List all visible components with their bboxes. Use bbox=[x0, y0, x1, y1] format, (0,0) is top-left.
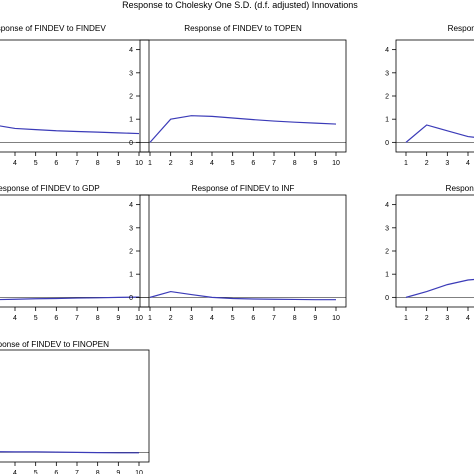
x-tick-label: 2 bbox=[169, 160, 173, 167]
x-tick-label: 3 bbox=[445, 315, 449, 322]
x-tick-label: 5 bbox=[34, 160, 38, 167]
y-tick-label: 0 bbox=[129, 295, 133, 302]
y-tick-label: 1 bbox=[129, 272, 133, 279]
panel-title: Response of FINDEV to TOPEN bbox=[184, 24, 302, 33]
x-tick-label: 1 bbox=[404, 160, 408, 167]
y-tick-label: 0 bbox=[129, 140, 133, 147]
x-tick-label: 6 bbox=[54, 160, 58, 167]
plot-frame bbox=[139, 39, 347, 153]
x-tick-label: 3 bbox=[189, 160, 193, 167]
y-tick-label: 2 bbox=[129, 249, 133, 256]
x-tick-label: 2 bbox=[425, 160, 429, 167]
plot-frame bbox=[395, 194, 474, 308]
panel-title: Response of FINDEV to FINOPEN bbox=[0, 340, 109, 349]
y-tick-label: 4 bbox=[129, 47, 133, 54]
irf-panel: Response of FINDEV to FINDEV012341234567… bbox=[0, 24, 150, 167]
plot-frame bbox=[0, 39, 150, 153]
x-tick-label: 9 bbox=[313, 315, 317, 322]
y-tick-label: 4 bbox=[129, 202, 133, 209]
x-tick-label: 9 bbox=[116, 160, 120, 167]
y-tick-label: 3 bbox=[129, 70, 133, 77]
response-line bbox=[0, 296, 140, 301]
x-tick-label: 4 bbox=[466, 315, 470, 322]
y-tick-label: 1 bbox=[385, 272, 389, 279]
x-tick-label: 6 bbox=[251, 315, 255, 322]
y-tick-label: 4 bbox=[385, 202, 389, 209]
plot-frame bbox=[139, 194, 347, 308]
x-tick-label: 10 bbox=[332, 160, 340, 167]
irf-panel: Response of FINDEV to TOPEN 0 1 2 3 4 1 2 3 4 5 6 7 8… bbox=[129, 24, 347, 167]
plot-frame bbox=[0, 349, 150, 463]
y-tick-label: 0 bbox=[385, 295, 389, 302]
x-tick-label: 6 bbox=[54, 315, 58, 322]
y-tick-label: 1 bbox=[129, 117, 133, 124]
y-tick-label: 1 bbox=[385, 117, 389, 124]
x-tick-label: 8 bbox=[293, 160, 297, 167]
x-tick-label: 9 bbox=[313, 160, 317, 167]
response-line bbox=[0, 125, 140, 135]
x-tick-label: 4 bbox=[210, 160, 214, 167]
x-tick-label: 4 bbox=[13, 160, 17, 167]
response-line bbox=[149, 290, 336, 301]
x-tick-label: 9 bbox=[116, 315, 120, 322]
irf-panel: Response of FINDEV to POP012341234567891… bbox=[385, 184, 474, 322]
x-tick-label: 8 bbox=[96, 160, 100, 167]
x-tick-label: 9 bbox=[116, 470, 120, 474]
panel-title: Response of FINDEV to GDP bbox=[0, 184, 100, 193]
y-tick-label: 3 bbox=[129, 225, 133, 232]
response-line bbox=[0, 451, 139, 454]
x-tick-label: 1 bbox=[404, 315, 408, 322]
x-tick-label: 10 bbox=[135, 470, 143, 474]
x-tick-label: 7 bbox=[75, 470, 79, 474]
y-tick-label: 3 bbox=[385, 225, 389, 232]
x-tick-label: 10 bbox=[135, 160, 143, 167]
figure-title: Response to Cholesky One S.D. (d.f. adju… bbox=[122, 0, 358, 10]
y-tick-label: 4 bbox=[385, 47, 389, 54]
irf-panel: Response of FINDEV to INF 0 1 2 3 4 1 2 3 4 5 6 7 8 9 1… bbox=[129, 184, 347, 322]
x-tick-label: 2 bbox=[425, 315, 429, 322]
x-tick-label: 5 bbox=[34, 470, 38, 474]
x-tick-label: 7 bbox=[75, 160, 79, 167]
x-tick-label: 8 bbox=[96, 315, 100, 322]
panel-title: Response of FINDEV to POP bbox=[446, 184, 474, 193]
x-tick-label: 5 bbox=[34, 315, 38, 322]
x-tick-label: 5 bbox=[231, 160, 235, 167]
x-tick-label: 7 bbox=[75, 315, 79, 322]
x-tick-label: 4 bbox=[13, 315, 17, 322]
x-tick-label: 7 bbox=[272, 315, 276, 322]
x-tick-label: 3 bbox=[445, 160, 449, 167]
irf-panel: Response of FINDEV to FDI012341234567891… bbox=[385, 24, 474, 167]
response-line bbox=[405, 278, 474, 298]
y-tick-label: 3 bbox=[385, 70, 389, 77]
x-tick-label: 10 bbox=[332, 315, 340, 322]
y-tick-label: 0 bbox=[385, 140, 389, 147]
x-tick-label: 5 bbox=[231, 315, 235, 322]
panel-title: Response of FINDEV to FINDEV bbox=[0, 24, 106, 33]
x-tick-label: 6 bbox=[251, 160, 255, 167]
x-tick-label: 2 bbox=[169, 315, 173, 322]
plot-frame bbox=[0, 194, 150, 308]
x-tick-label: 6 bbox=[54, 470, 58, 474]
x-tick-label: 7 bbox=[272, 160, 276, 167]
response-line bbox=[405, 124, 474, 143]
panel-title: Response of FINDEV to INF bbox=[192, 184, 295, 193]
x-tick-label: 8 bbox=[96, 470, 100, 474]
y-tick-label: 2 bbox=[385, 94, 389, 101]
x-tick-label: 4 bbox=[13, 470, 17, 474]
x-tick-label: 4 bbox=[210, 315, 214, 322]
irf-panel: Response of FINDEV to FINOPEN01234123456… bbox=[0, 340, 150, 474]
x-tick-label: 1 bbox=[148, 160, 152, 167]
x-tick-label: 8 bbox=[293, 315, 297, 322]
x-tick-label: 3 bbox=[189, 315, 193, 322]
panel-title: Response of FINDEV to FDI bbox=[448, 24, 474, 33]
irf-panel: Response of FINDEV to GDP012341234567891… bbox=[0, 184, 150, 322]
y-tick-label: 2 bbox=[385, 249, 389, 256]
x-tick-label: 10 bbox=[135, 315, 143, 322]
response-line bbox=[149, 115, 337, 143]
x-tick-label: 4 bbox=[466, 160, 470, 167]
y-tick-label: 2 bbox=[129, 94, 133, 101]
x-tick-label: 1 bbox=[148, 315, 152, 322]
